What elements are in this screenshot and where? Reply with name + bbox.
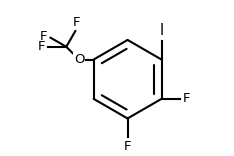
Text: O: O — [74, 53, 84, 66]
Text: I: I — [159, 23, 164, 38]
Text: F: F — [124, 140, 131, 153]
Text: F: F — [37, 40, 45, 53]
Text: F: F — [183, 92, 190, 105]
Text: F: F — [40, 30, 48, 44]
Text: F: F — [72, 16, 80, 29]
